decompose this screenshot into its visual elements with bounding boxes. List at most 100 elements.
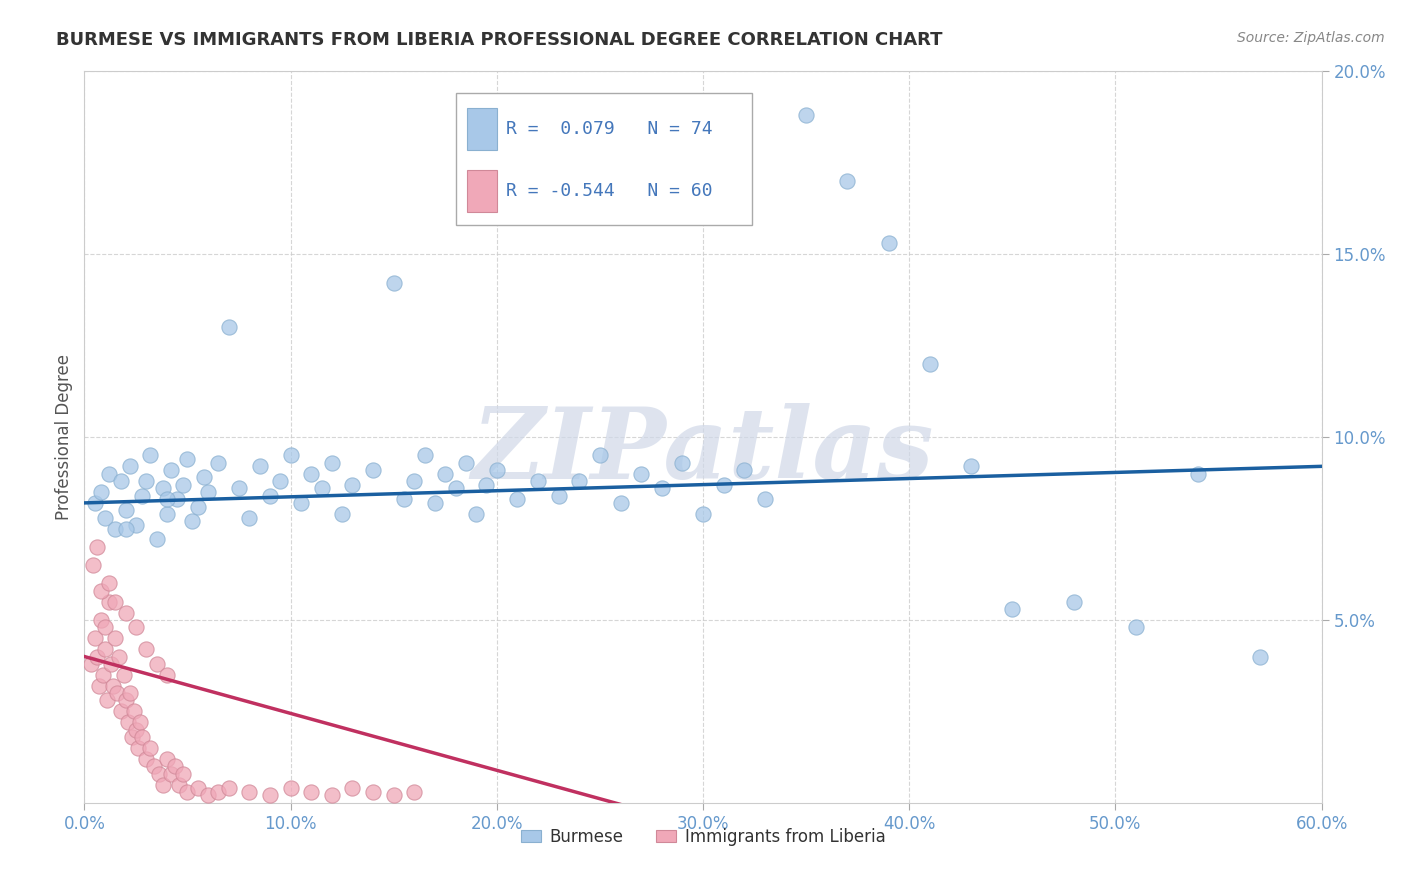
Point [382, 789, 405, 803]
Point [156, 507, 179, 521]
Point [651, 481, 673, 495]
Point [187, 781, 209, 796]
Point [125, 517, 148, 532]
Point [172, 766, 194, 780]
Point [794, 108, 817, 122]
Point [193, 470, 215, 484]
Point [110, 474, 132, 488]
Point [165, 759, 187, 773]
Point [404, 785, 426, 799]
Point [444, 481, 467, 495]
Point [104, 632, 127, 646]
Point [112, 667, 135, 681]
Point [114, 606, 136, 620]
Point [527, 474, 550, 488]
Point [207, 456, 229, 470]
Point [98, 467, 121, 481]
Point [125, 723, 148, 737]
Text: ZIPatlas: ZIPatlas [472, 403, 934, 500]
Point [122, 705, 145, 719]
Point [1063, 594, 1085, 608]
Point [98, 594, 121, 608]
Point [160, 463, 183, 477]
Point [713, 477, 735, 491]
Point [465, 507, 488, 521]
Point [259, 489, 281, 503]
Point [960, 459, 983, 474]
Point [131, 489, 153, 503]
Point [105, 686, 128, 700]
Point [269, 474, 291, 488]
Point [125, 620, 148, 634]
Point [280, 781, 302, 796]
Point [172, 477, 194, 491]
Point [98, 576, 121, 591]
Point [330, 507, 353, 521]
Point [259, 789, 281, 803]
Point [342, 477, 364, 491]
Point [86, 540, 108, 554]
Point [167, 778, 190, 792]
Y-axis label: Professional Degree: Professional Degree [55, 354, 73, 520]
Point [361, 785, 384, 799]
Point [754, 492, 776, 507]
Point [94, 510, 117, 524]
Point [135, 752, 157, 766]
Point [90, 613, 112, 627]
Point [127, 740, 149, 755]
Point [630, 467, 652, 481]
Point [82, 558, 104, 573]
Point [152, 481, 174, 495]
Point [238, 785, 260, 799]
Point [506, 492, 529, 507]
Point [114, 503, 136, 517]
Point [156, 492, 179, 507]
Point [692, 507, 714, 521]
Point [131, 730, 153, 744]
Point [568, 474, 591, 488]
Point [299, 785, 322, 799]
Point [145, 657, 167, 671]
Point [152, 778, 174, 792]
Point [837, 174, 859, 188]
Point [290, 496, 312, 510]
Point [143, 759, 166, 773]
Point [1001, 602, 1024, 616]
Point [118, 686, 141, 700]
Point [118, 459, 141, 474]
Point [176, 785, 198, 799]
Point [90, 485, 112, 500]
Point [238, 510, 260, 524]
Point [94, 620, 117, 634]
Point [547, 489, 569, 503]
Point [87, 679, 110, 693]
Text: BURMESE VS IMMIGRANTS FROM LIBERIA PROFESSIONAL DEGREE CORRELATION CHART: BURMESE VS IMMIGRANTS FROM LIBERIA PROFE… [56, 31, 943, 49]
Point [299, 467, 322, 481]
Point [129, 715, 152, 730]
Point [413, 448, 436, 462]
Point [404, 474, 426, 488]
Point [321, 789, 343, 803]
Point [104, 521, 127, 535]
Point [249, 459, 271, 474]
Point [342, 781, 364, 796]
Point [280, 448, 302, 462]
Point [311, 481, 333, 495]
Point [918, 357, 941, 371]
Point [117, 715, 139, 730]
Point [110, 705, 132, 719]
Point [166, 492, 188, 507]
Point [434, 467, 457, 481]
Point [96, 693, 118, 707]
Point [180, 514, 202, 528]
Point [475, 477, 498, 491]
Point [148, 766, 170, 780]
Point [108, 649, 131, 664]
Point [423, 496, 446, 510]
Point [1125, 620, 1147, 634]
Point [609, 496, 631, 510]
Point [135, 474, 157, 488]
Legend: Burmese, Immigrants from Liberia: Burmese, Immigrants from Liberia [520, 828, 886, 846]
Point [321, 456, 343, 470]
Point [218, 320, 240, 334]
